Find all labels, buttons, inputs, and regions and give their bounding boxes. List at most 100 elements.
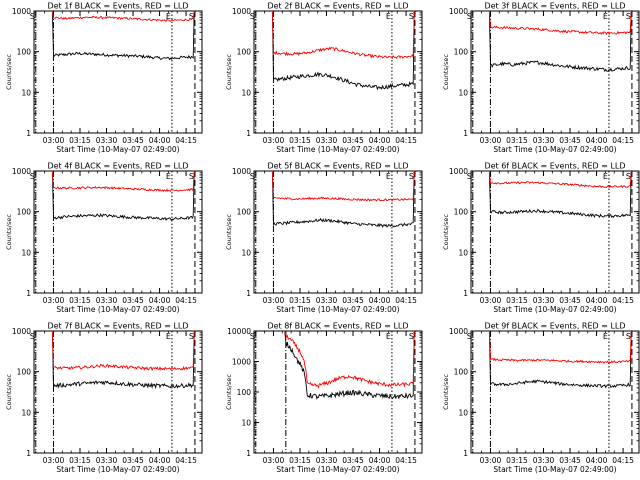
event-marker-label: E bbox=[386, 12, 391, 21]
series-line-events bbox=[271, 11, 415, 91]
y-tick-label: 1 bbox=[463, 289, 468, 298]
y-tick-label: 100 bbox=[454, 368, 469, 377]
event-marker-label: E bbox=[603, 172, 608, 181]
plot-frame bbox=[470, 330, 640, 454]
x-tick-label: 03:30 bbox=[533, 296, 555, 305]
y-tick-label: 1 bbox=[26, 449, 31, 458]
x-tick-label: 04:15 bbox=[395, 136, 417, 145]
x-tick-label: 04:00 bbox=[149, 456, 171, 465]
x-tick-label: 03:15 bbox=[506, 136, 528, 145]
y-axis-label: Counts/sec bbox=[5, 374, 13, 410]
y-tick-label: 1 bbox=[246, 289, 251, 298]
chart-title: Det 5f BLACK = Events, RED = LLD bbox=[267, 162, 408, 171]
y-tick-label: 1000 bbox=[12, 7, 31, 16]
y-tick-label: 100 bbox=[17, 368, 32, 377]
y-tick-label: 1 bbox=[26, 289, 31, 298]
y-tick-label: 100 bbox=[17, 208, 32, 217]
y-tick-label: 1000 bbox=[449, 7, 468, 16]
x-tick-label: 03:30 bbox=[96, 456, 118, 465]
event-marker-label: S bbox=[30, 332, 35, 341]
y-tick-label: 10 bbox=[21, 248, 31, 257]
y-tick-label: 10 bbox=[241, 248, 251, 257]
event-marker-label: E bbox=[166, 12, 171, 21]
x-tick-label: 04:00 bbox=[369, 296, 391, 305]
x-tick-label: 04:15 bbox=[175, 296, 197, 305]
x-axis-label: Start Time (10-May-07 02:49:00) bbox=[56, 465, 179, 474]
event-marker-label: S bbox=[30, 172, 35, 181]
y-tick-label: 10000 bbox=[227, 327, 251, 336]
x-tick-label: 03:15 bbox=[69, 296, 91, 305]
x-tick-label: 03:15 bbox=[289, 296, 311, 305]
event-marker-label: S bbox=[30, 12, 35, 21]
chart-panel-3: Det 3f BLACK = Events, RED = LLD 1000 100 1… bbox=[442, 2, 640, 154]
y-tick-label: 1000 bbox=[12, 327, 31, 336]
event-marker-label: S bbox=[467, 172, 472, 181]
y-tick-label: 10 bbox=[458, 408, 468, 417]
y-tick-label: 100 bbox=[454, 208, 469, 217]
y-tick-label: 100 bbox=[237, 388, 252, 397]
chart-title: Det 2f BLACK = Events, RED = LLD bbox=[267, 2, 408, 11]
x-axis-label: Start Time (10-May-07 02:49:00) bbox=[493, 305, 616, 314]
x-tick-label: 04:00 bbox=[369, 456, 391, 465]
y-tick-label: 1000 bbox=[232, 167, 251, 176]
series-line-events bbox=[51, 11, 195, 61]
chart-title: Det 9f BLACK = Events, RED = LLD bbox=[484, 322, 625, 331]
event-marker-label: E bbox=[603, 12, 608, 21]
series-line-lld bbox=[271, 11, 415, 60]
plot-frame bbox=[470, 170, 640, 294]
event-marker-label: S bbox=[409, 172, 414, 181]
plot-frame bbox=[253, 170, 423, 294]
y-tick-label: 10 bbox=[241, 88, 251, 97]
chart-panel-5: Det 5f BLACK = Events, RED = LLD 1000 100 1… bbox=[225, 162, 423, 314]
chart-panel-2: Det 2f BLACK = Events, RED = LLD 1000 100 1… bbox=[225, 2, 423, 154]
series-line-events bbox=[51, 171, 195, 222]
y-axis-label: Counts/sec bbox=[5, 214, 13, 250]
event-marker-label: S bbox=[189, 172, 194, 181]
event-marker-label: E bbox=[166, 332, 171, 341]
x-tick-label: 03:00 bbox=[480, 136, 502, 145]
y-axis-label: Counts/sec bbox=[5, 54, 13, 90]
chart-panel-7: Det 7f BLACK = Events, RED = LLD 1000 100 1… bbox=[5, 322, 203, 474]
chart-panel-8: Det 8f BLACK = Events, RED = LLD10000100… bbox=[225, 322, 423, 474]
x-tick-label: 03:45 bbox=[122, 296, 144, 305]
x-tick-label: 03:30 bbox=[533, 456, 555, 465]
y-tick-label: 10 bbox=[241, 419, 251, 428]
y-tick-label: 100 bbox=[17, 48, 32, 57]
event-marker-label: E bbox=[386, 172, 391, 181]
series-line-lld bbox=[51, 171, 195, 193]
y-tick-label: 1000 bbox=[232, 358, 251, 367]
x-tick-label: 03:15 bbox=[69, 136, 91, 145]
x-tick-label: 04:15 bbox=[612, 456, 634, 465]
chart-title: Det 6f BLACK = Events, RED = LLD bbox=[484, 162, 625, 171]
y-tick-label: 100 bbox=[237, 208, 252, 217]
y-tick-label: 10 bbox=[458, 88, 468, 97]
event-marker-label: S bbox=[250, 12, 255, 21]
y-tick-label: 100 bbox=[454, 48, 469, 57]
x-tick-label: 03:45 bbox=[559, 456, 581, 465]
x-tick-label: 03:45 bbox=[342, 296, 364, 305]
chart-panel-6: Det 6f BLACK = Events, RED = LLD 1000 100 1… bbox=[442, 162, 640, 314]
x-tick-label: 03:45 bbox=[559, 136, 581, 145]
y-tick-label: 1000 bbox=[449, 167, 468, 176]
y-tick-label: 1000 bbox=[12, 167, 31, 176]
x-tick-label: 04:15 bbox=[612, 136, 634, 145]
plot-frame bbox=[33, 170, 203, 294]
x-tick-label: 03:00 bbox=[43, 136, 65, 145]
x-tick-label: 03:00 bbox=[263, 296, 285, 305]
x-tick-label: 03:45 bbox=[342, 136, 364, 145]
y-axis-label: Counts/sec bbox=[442, 214, 450, 250]
x-axis-label: Start Time (10-May-07 02:49:00) bbox=[276, 305, 399, 314]
x-axis-label: Start Time (10-May-07 02:49:00) bbox=[56, 145, 179, 154]
chart-title: Det 3f BLACK = Events, RED = LLD bbox=[484, 2, 625, 11]
plot-frame bbox=[33, 10, 203, 134]
x-tick-label: 04:15 bbox=[175, 456, 197, 465]
event-marker-label: S bbox=[250, 332, 255, 341]
y-tick-label: 100 bbox=[237, 48, 252, 57]
series-line-lld bbox=[284, 331, 415, 389]
chart-title: Det 4f BLACK = Events, RED = LLD bbox=[47, 162, 188, 171]
x-tick-label: 04:00 bbox=[586, 296, 608, 305]
x-tick-label: 03:45 bbox=[122, 136, 144, 145]
x-tick-label: 04:00 bbox=[586, 456, 608, 465]
x-tick-label: 03:00 bbox=[480, 456, 502, 465]
